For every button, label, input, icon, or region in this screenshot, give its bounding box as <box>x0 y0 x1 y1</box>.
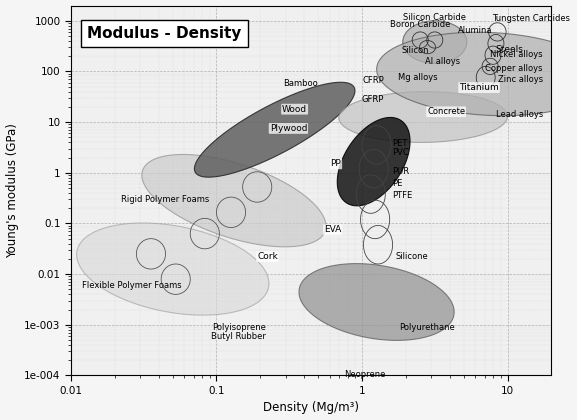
Text: PUR: PUR <box>392 167 409 176</box>
Text: Alumina: Alumina <box>458 26 492 35</box>
Text: Neoprene: Neoprene <box>344 370 386 379</box>
Polygon shape <box>77 223 269 315</box>
Text: Modulus - Density: Modulus - Density <box>88 26 242 41</box>
Text: Polyisoprene: Polyisoprene <box>212 323 267 332</box>
Text: GFRP: GFRP <box>362 95 384 104</box>
Text: Steels: Steels <box>495 45 523 54</box>
Text: Titanium: Titanium <box>459 83 499 92</box>
Text: Silicon Carbide: Silicon Carbide <box>403 13 466 22</box>
Text: PVC: PVC <box>392 148 409 157</box>
Polygon shape <box>299 264 454 340</box>
Polygon shape <box>142 155 326 247</box>
Text: Tungsten Carbides: Tungsten Carbides <box>492 14 570 23</box>
Text: Concrete: Concrete <box>427 107 465 116</box>
Polygon shape <box>338 118 410 206</box>
Text: Flexible Polymer Foams: Flexible Polymer Foams <box>83 281 182 290</box>
Text: Wood: Wood <box>282 105 307 114</box>
Text: Lead alloys: Lead alloys <box>496 110 543 119</box>
Text: Mg alloys: Mg alloys <box>399 73 438 82</box>
Text: PE: PE <box>392 179 402 188</box>
Text: Copper alloys: Copper alloys <box>485 64 543 73</box>
Text: Plywood: Plywood <box>269 124 307 133</box>
Text: Rigid Polymer Foams: Rigid Polymer Foams <box>121 195 209 204</box>
Polygon shape <box>339 92 508 142</box>
Text: Boron Carbide: Boron Carbide <box>390 20 451 29</box>
Text: Butyl Rubber: Butyl Rubber <box>211 331 267 341</box>
Text: Cork: Cork <box>257 252 278 261</box>
Text: CFRP: CFRP <box>362 76 384 85</box>
Text: Al alloys: Al alloys <box>425 57 460 66</box>
Text: PTFE: PTFE <box>392 192 412 200</box>
Text: Polyurethane: Polyurethane <box>399 323 455 332</box>
Text: Bamboo: Bamboo <box>283 79 318 88</box>
Polygon shape <box>194 82 355 177</box>
Text: EVA: EVA <box>324 225 341 234</box>
Text: PET: PET <box>392 139 407 148</box>
Polygon shape <box>403 21 467 63</box>
Text: Zinc alloys: Zinc alloys <box>498 75 543 84</box>
Text: Nickel alloys: Nickel alloys <box>490 50 543 59</box>
Text: Silicon: Silicon <box>402 46 429 55</box>
X-axis label: Density (Mg/m³): Density (Mg/m³) <box>263 402 359 415</box>
Polygon shape <box>377 32 577 116</box>
Text: Silicone: Silicone <box>396 252 428 261</box>
Text: PP: PP <box>331 159 341 168</box>
Y-axis label: Young's modulus (GPa): Young's modulus (GPa) <box>6 123 18 258</box>
